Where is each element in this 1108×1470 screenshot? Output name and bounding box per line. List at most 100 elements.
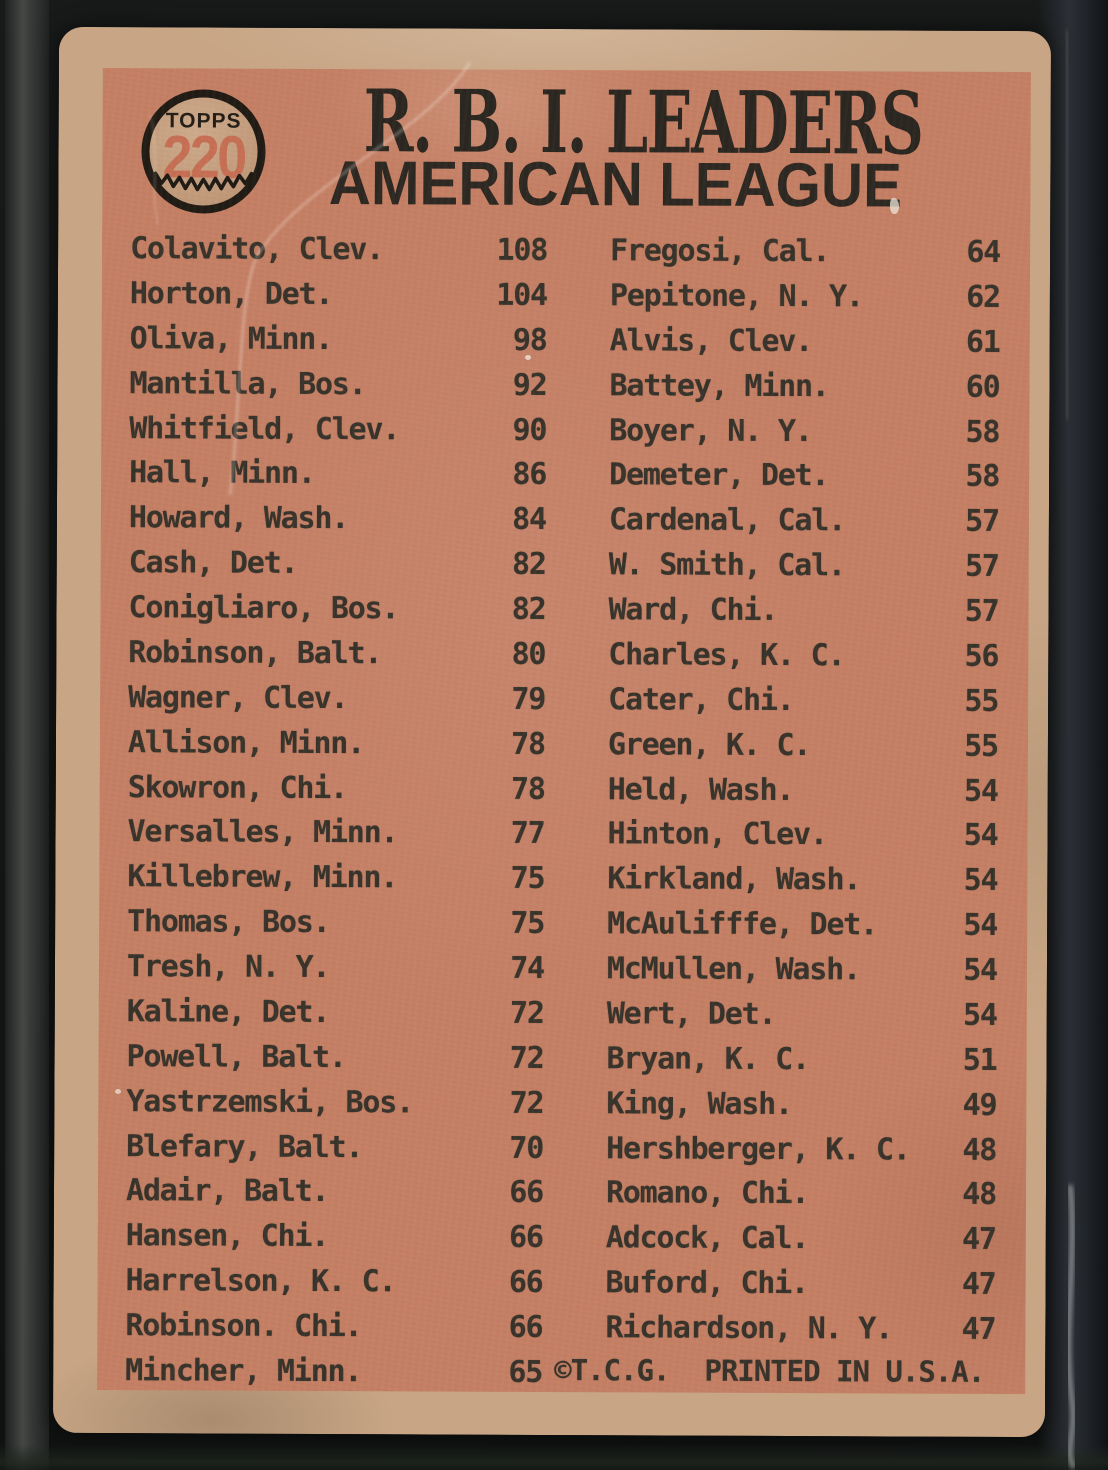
leader-row: Richardson, N. Y. 47 — [605, 1310, 995, 1347]
leader-name: Robinson, Balt. — [128, 635, 382, 672]
leader-name: Yastrzemski, Bos. — [126, 1083, 414, 1121]
leader-name: Colavito, Clev. — [130, 231, 384, 268]
leader-rbi-value: 104 — [496, 277, 547, 313]
leader-row: Hall, Minn. 86 — [129, 456, 546, 493]
leader-row: Mincher, Minn. 65 — [125, 1353, 542, 1390]
leader-rbi-value: 57 — [964, 548, 999, 585]
leader-name: W. Smith, Cal. — [608, 547, 845, 584]
leader-rbi-value: 65 — [508, 1354, 543, 1390]
leader-row: W. Smith, Cal. 57 — [609, 547, 999, 584]
leader-rbi-value: 78 — [511, 726, 546, 762]
leader-row: Wagner, Clev. 79 — [128, 680, 545, 717]
leader-row: Romano, Chi. 48 — [606, 1176, 996, 1213]
leader-row: Skowron, Chi. 78 — [128, 770, 545, 807]
leader-row: Hershberger, K. C. 48 — [606, 1131, 996, 1168]
copyright-text: ©T.C.G. — [554, 1353, 670, 1388]
leader-rbi-value: 92 — [512, 367, 547, 403]
leader-rbi-value: 70 — [509, 1130, 544, 1166]
leader-rbi-value: 47 — [961, 1222, 996, 1258]
leader-rbi-value: 84 — [512, 502, 547, 538]
leader-name: Tresh, N. Y. — [126, 949, 330, 986]
leader-rbi-value: 51 — [962, 1042, 997, 1078]
leader-rbi-value: 78 — [510, 771, 545, 807]
plastic-sleeve-left-edge — [5, 0, 49, 1470]
leader-rbi-value: 58 — [965, 414, 1000, 450]
leader-row: Allison, Minn. 78 — [128, 725, 545, 762]
leader-row: Conigliaro, Bos. 82 — [128, 590, 545, 627]
leader-rbi-value: 49 — [962, 1087, 997, 1123]
card-subtitle: AMERICAN LEAGUE — [328, 149, 903, 221]
leader-rbi-value: 90 — [512, 412, 547, 448]
leader-rbi-value: 82 — [511, 546, 546, 583]
leader-row: Oliva, Minn. 98 — [130, 321, 547, 358]
leader-name: Blefary, Balt. — [126, 1128, 363, 1165]
leader-row: Mantilla, Bos. 92 — [129, 366, 546, 403]
leader-name: Ward, Chi. — [608, 592, 778, 628]
leader-name: Held, Wash. — [607, 771, 794, 808]
leader-rbi-value: 72 — [509, 995, 544, 1031]
leader-rbi-value: 62 — [966, 279, 1000, 315]
leader-name: Cardenal, Cal. — [608, 502, 846, 539]
leader-name: Boyer, N. Y. — [609, 412, 812, 449]
leader-name: Adcock, Cal. — [605, 1220, 809, 1257]
leader-row: Kaline, Det. 72 — [127, 994, 544, 1031]
leader-rbi-value: 75 — [510, 861, 545, 897]
leader-rbi-value: 66 — [508, 1220, 543, 1256]
leader-row: Wert, Det. 54 — [607, 996, 997, 1033]
baseball-stitches-icon — [153, 171, 254, 192]
leader-row: Green, K. C. 55 — [608, 727, 998, 764]
leader-row: Fregosi, Cal. 64 — [610, 233, 1000, 270]
leader-rbi-value: 80 — [511, 636, 546, 672]
leader-rbi-value: 55 — [964, 728, 999, 764]
leader-row: Howard, Wash. 84 — [129, 500, 546, 537]
leader-name: Kaline, Det. — [126, 994, 330, 1030]
leader-rbi-value: 66 — [508, 1309, 543, 1345]
leader-rbi-value: 60 — [965, 369, 1000, 405]
leader-name: Wert, Det. — [606, 996, 776, 1032]
leaders-column-left: Colavito, Clev. 108 Horton, Det. 104 Oli… — [125, 231, 547, 1390]
leader-name: Mantilla, Bos. — [129, 365, 366, 402]
leader-row: Colavito, Clev. 108 — [130, 231, 547, 268]
leader-row: Hansen, Chi. 66 — [126, 1218, 543, 1255]
leader-rbi-value: 108 — [496, 232, 548, 268]
leader-name: Charles, K. C. — [608, 637, 845, 674]
leader-row: Pepitone, N. Y. 62 — [610, 278, 1000, 315]
leader-rbi-value: 54 — [963, 907, 998, 944]
leader-rbi-value: 82 — [511, 591, 546, 627]
leader-row: Cash, Det. 82 — [129, 545, 546, 582]
leader-rbi-value: 64 — [966, 234, 1001, 270]
leader-rbi-value: 58 — [965, 459, 1000, 495]
leader-name: Hansen, Chi. — [125, 1218, 329, 1255]
leader-rbi-value: 54 — [962, 997, 997, 1033]
topps-card-number-logo: TOPPS 220 — [141, 89, 266, 214]
leader-rbi-value: 47 — [961, 1266, 996, 1303]
leader-row: Yastrzemski, Bos. 72 — [126, 1084, 543, 1121]
leader-name: Battey, Minn. — [609, 367, 829, 404]
leader-name: Thomas, Bos. — [127, 904, 330, 941]
leader-name: Hershberger, K. C. — [606, 1130, 910, 1168]
leader-rbi-value: 54 — [963, 863, 998, 899]
leader-row: King, Wash. 49 — [606, 1086, 996, 1123]
leader-rbi-value: 57 — [965, 504, 999, 540]
leader-name: Robinson. Chi. — [125, 1308, 362, 1345]
leader-row: Adcock, Cal. 47 — [606, 1220, 996, 1257]
leader-name: Richardson, N. Y. — [605, 1310, 893, 1347]
leaders-column-right: Fregosi, Cal. 64 Pepitone, N. Y. 62 Alvi… — [605, 233, 1000, 1347]
leader-rbi-value: 66 — [508, 1264, 543, 1301]
plastic-sleeve-bottom-edge — [0, 1444, 1108, 1470]
leader-name: Cash, Det. — [128, 545, 298, 582]
leader-row: Tresh, N. Y. 74 — [127, 949, 544, 986]
leader-name: Romano, Chi. — [605, 1175, 809, 1212]
leader-rbi-value: 54 — [963, 773, 998, 809]
leader-row: Thomas, Bos. 75 — [127, 904, 544, 941]
leader-name: Powell, Balt. — [126, 1038, 346, 1075]
leader-row: Kirkland, Wash. 54 — [607, 861, 997, 898]
leader-name: Harrelson, K. C. — [125, 1263, 396, 1300]
leader-name: Versalles, Minn. — [127, 814, 398, 851]
leader-row: Demeter, Det. 58 — [609, 458, 999, 495]
leader-rbi-value: 86 — [512, 457, 547, 493]
leader-row: Horton, Det. 104 — [130, 276, 547, 313]
leader-rbi-value: 47 — [961, 1311, 996, 1347]
leader-name: McMullen, Wash. — [606, 951, 860, 988]
